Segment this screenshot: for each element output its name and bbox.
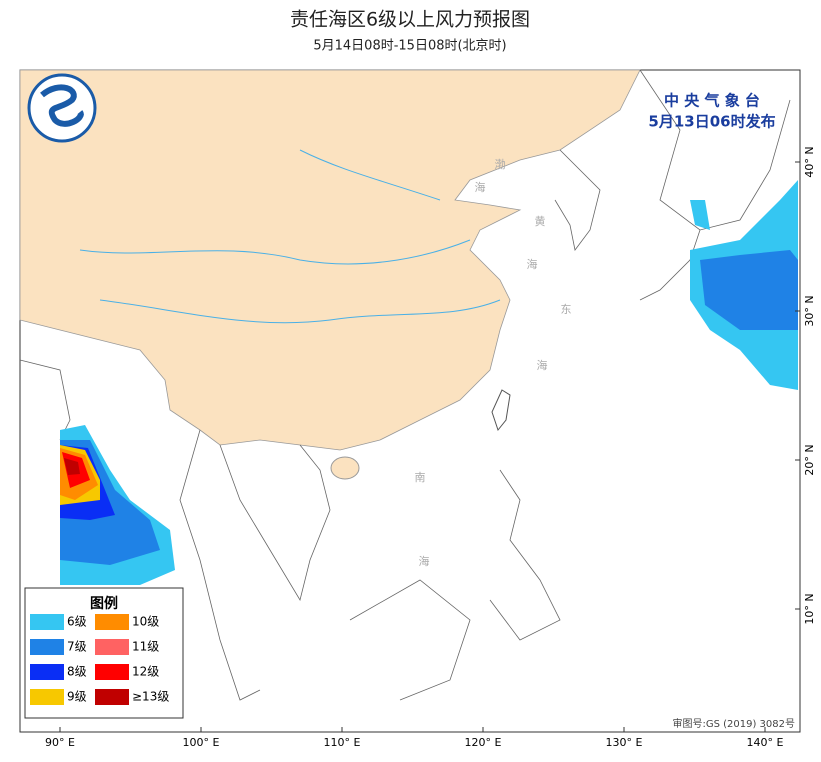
legend-label: ≥13级 (132, 690, 169, 704)
sea-label: 渤 (495, 158, 506, 171)
sea-label: 东 (561, 303, 572, 316)
review-number: 审图号:GS (2019) 3082号 (672, 717, 795, 730)
legend-swatch (30, 664, 64, 680)
subtitle: 5月14日08时-15日08时(北京时) (313, 39, 506, 54)
sea-label: 南 (415, 471, 426, 484)
legend-swatch (95, 639, 129, 655)
legend-swatch (30, 639, 64, 655)
legend-swatch (30, 614, 64, 630)
land-taiwan (491, 389, 511, 432)
lat-label: 10° N (803, 593, 816, 624)
issue-time: 5月13日06时发布 (648, 113, 775, 131)
lon-label: 120° E (465, 736, 502, 749)
sea-label: 海 (527, 257, 538, 271)
wind-area-east (690, 180, 798, 390)
lat-label: 40° N (803, 146, 816, 177)
axis-labels: 90° E 100° E 110° E 120° E 130° E 140° E 40° N… (45, 146, 816, 749)
legend-label: 8级 (67, 665, 87, 679)
lon-label: 140° E (747, 736, 784, 749)
legend-title: 图例 (90, 595, 118, 612)
legend-label: 12级 (132, 665, 159, 679)
legend-label: 11级 (132, 640, 159, 654)
legend-label: 6级 (67, 615, 87, 629)
logo (27, 73, 97, 143)
title: 责任海区6级以上风力预报图 (290, 9, 530, 31)
legend: 图例 6级 10级 7级 11级 8级 12级 9级 ≥13级 (24, 587, 184, 719)
wind-area-bengal (60, 425, 175, 585)
agency: 中 央 气 象 台 (664, 92, 760, 110)
land-hainan (330, 456, 360, 480)
lon-label: 90° E (45, 736, 75, 749)
sea-label: 海 (537, 358, 548, 372)
legend-swatch (30, 689, 64, 705)
legend-label: 10级 (132, 615, 159, 629)
lon-label: 100° E (183, 736, 220, 749)
rivers (79, 149, 501, 324)
legend-swatch (95, 689, 129, 705)
sea-label: 黄 (535, 214, 546, 228)
legend-swatch (95, 664, 129, 680)
sea-label: 海 (475, 180, 486, 194)
legend-swatch (95, 614, 129, 630)
legend-label: 7级 (67, 640, 87, 654)
sea-label: 海 (419, 554, 430, 568)
land-china (19, 69, 641, 451)
lon-label: 110° E (324, 736, 361, 749)
coastlines (19, 69, 791, 701)
lat-label: 20° N (803, 444, 816, 475)
lon-label: 130° E (606, 736, 643, 749)
legend-label: 9级 (67, 690, 87, 704)
lat-label: 30° N (803, 295, 816, 326)
